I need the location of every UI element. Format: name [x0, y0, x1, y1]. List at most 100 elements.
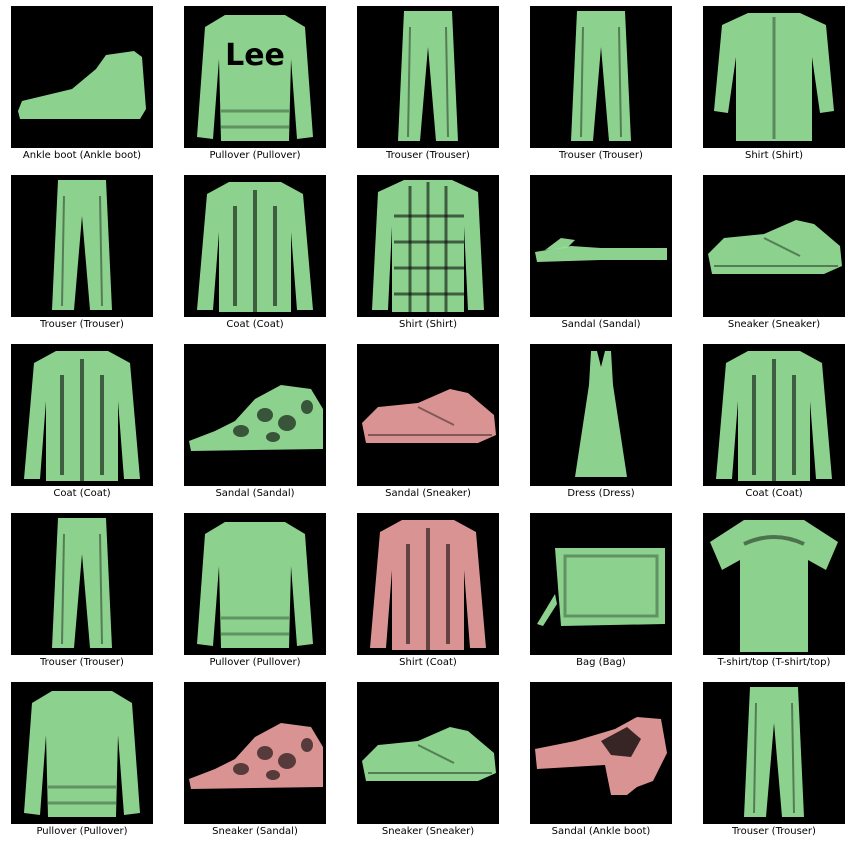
grid-cell: Dress (Dress)	[530, 344, 672, 500]
image-tile	[703, 6, 845, 148]
image-caption: Pullover (Pullover)	[36, 826, 128, 837]
image-caption: T-shirt/top (T-shirt/top)	[717, 657, 831, 668]
image-caption: Sneaker (Sneaker)	[381, 826, 475, 837]
image-caption: Trouser (Trouser)	[40, 657, 124, 668]
pullover-icon: Lee	[197, 15, 313, 141]
pullover-icon	[197, 522, 313, 648]
image-caption: Pullover (Pullover)	[209, 657, 301, 668]
image-tile	[530, 344, 672, 486]
sneaker-icon	[708, 220, 842, 274]
grid-cell: Sandal (Sandal)	[184, 344, 326, 500]
image-caption: Trouser (Trouser)	[386, 150, 470, 161]
sneaker-icon	[362, 389, 496, 443]
grid-cell: Lee Pullover (Pullover)	[184, 6, 326, 162]
grid-cell: Pullover (Pullover)	[11, 682, 153, 838]
sneaker-icon	[362, 727, 496, 781]
grid-cell: Shirt (Shirt)	[703, 6, 845, 162]
image-tile	[184, 344, 326, 486]
image-caption: Shirt (Shirt)	[745, 150, 803, 161]
grid-cell: Coat (Coat)	[184, 175, 326, 331]
image-tile	[703, 344, 845, 486]
grid-cell: Pullover (Pullover)	[184, 513, 326, 669]
coat-icon	[197, 182, 313, 312]
image-tile	[530, 682, 672, 824]
image-tile	[357, 513, 499, 655]
heel-shoe-icon	[535, 717, 667, 795]
trouser-icon	[571, 11, 631, 141]
image-tile	[703, 513, 845, 655]
image-caption: Dress (Dress)	[567, 488, 635, 499]
image-tile	[184, 175, 326, 317]
trouser-icon	[744, 687, 804, 817]
image-caption: Coat (Coat)	[226, 319, 284, 330]
bag-icon	[537, 548, 665, 626]
image-tile	[11, 6, 153, 148]
image-caption: Bag (Bag)	[576, 657, 626, 668]
grid-cell: Ankle boot (Ankle boot)	[11, 6, 153, 162]
grid-cell: Shirt (Shirt)	[357, 175, 499, 331]
image-caption: Sandal (Sandal)	[561, 319, 641, 330]
image-caption: Sandal (Sandal)	[215, 488, 295, 499]
trouser-icon	[398, 11, 458, 141]
image-tile	[357, 682, 499, 824]
image-tile	[530, 6, 672, 148]
tshirt-icon	[710, 520, 838, 652]
grid-cell: Coat (Coat)	[703, 344, 845, 500]
image-caption: Trouser (Trouser)	[40, 319, 124, 330]
image-caption: Sandal (Sneaker)	[385, 488, 471, 499]
grid-cell: Sneaker (Sneaker)	[357, 682, 499, 838]
grid-cell: Trouser (Trouser)	[357, 6, 499, 162]
image-tile	[11, 513, 153, 655]
grid-cell: Trouser (Trouser)	[11, 175, 153, 331]
sandal-icon	[189, 385, 323, 451]
image-tile	[184, 682, 326, 824]
dress-icon	[575, 351, 627, 477]
image-tile	[11, 682, 153, 824]
ankle-boot-icon	[18, 51, 146, 119]
grid-cell: Trouser (Trouser)	[703, 682, 845, 838]
image-tile	[357, 175, 499, 317]
coat-icon	[370, 520, 486, 650]
print-text: Lee	[225, 38, 285, 73]
trouser-icon	[52, 180, 112, 310]
sandal-icon	[189, 723, 323, 789]
image-tile	[184, 513, 326, 655]
plaid-shirt-icon	[372, 180, 484, 312]
image-caption: Trouser (Trouser)	[559, 150, 643, 161]
image-tile	[357, 344, 499, 486]
image-tile	[703, 175, 845, 317]
image-caption: Coat (Coat)	[745, 488, 803, 499]
image-tile: Lee	[184, 6, 326, 148]
image-caption: Trouser (Trouser)	[732, 826, 816, 837]
image-caption: Shirt (Coat)	[399, 657, 457, 668]
image-caption: Coat (Coat)	[53, 488, 111, 499]
image-tile	[530, 175, 672, 317]
image-caption: Pullover (Pullover)	[209, 150, 301, 161]
grid-cell: Sandal (Sandal)	[530, 175, 672, 331]
trouser-icon	[52, 518, 112, 648]
grid-cell: Trouser (Trouser)	[11, 513, 153, 669]
image-caption: Shirt (Shirt)	[399, 319, 457, 330]
coat-icon	[24, 351, 140, 481]
grid-cell: Sneaker (Sandal)	[184, 682, 326, 838]
image-caption: Sneaker (Sneaker)	[727, 319, 821, 330]
flip-flop-icon	[535, 238, 667, 262]
grid-cell: Trouser (Trouser)	[530, 6, 672, 162]
grid-cell: Sandal (Ankle boot)	[530, 682, 672, 838]
image-tile	[11, 175, 153, 317]
image-caption: Sandal (Ankle boot)	[551, 826, 651, 837]
grid-cell: Sandal (Sneaker)	[357, 344, 499, 500]
grid-cell: Shirt (Coat)	[357, 513, 499, 669]
image-tile	[530, 513, 672, 655]
image-tile	[357, 6, 499, 148]
grid-cell: T-shirt/top (T-shirt/top)	[703, 513, 845, 669]
grid-cell: Sneaker (Sneaker)	[703, 175, 845, 331]
coat-icon	[716, 351, 832, 481]
image-caption: Ankle boot (Ankle boot)	[22, 150, 142, 161]
grid-cell: Coat (Coat)	[11, 344, 153, 500]
image-tile	[703, 682, 845, 824]
image-tile	[11, 344, 153, 486]
shirt-icon	[714, 13, 834, 141]
pullover-icon	[24, 691, 140, 817]
